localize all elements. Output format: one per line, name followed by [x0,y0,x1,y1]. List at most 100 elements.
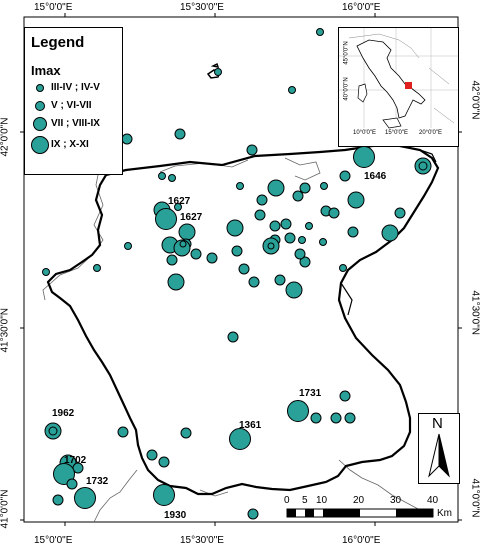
earthquake-symbol [330,412,342,424]
coord-right-2: 41°30'0"N [469,290,481,336]
large-circle-icon [33,117,47,131]
earthquake-symbol [310,412,322,424]
inset-lon-3: 20°0'0"E [419,130,443,136]
earthquake-symbol [248,276,260,288]
tick-marks [20,13,462,526]
legend-item-label: IX ; X-XI [51,139,89,150]
earthquake-symbol [339,390,351,402]
coast-detail [340,282,353,316]
inset-lon-2: 15°0'0"E [385,130,409,136]
small-circle-icon [36,84,44,92]
earthquake-symbol [167,273,185,291]
sardinia-outline [357,83,368,103]
earthquake-symbol [238,263,250,275]
earthquake-symbol [180,427,192,439]
earthquake-symbol [316,28,324,36]
earthquake-symbol [288,86,296,94]
event-label: 1627 [168,196,191,207]
earthquake-symbol [280,218,292,230]
scale-tick-20: 20 [353,495,365,506]
coast-detail-2 [419,149,437,163]
legend-item-label: VII ; VIII-IX [51,118,100,129]
earthquake-symbol [117,426,129,438]
earthquake-symbol [146,449,158,461]
earthquake-symbol [206,252,218,264]
map-frame [23,16,459,523]
north-arrow-icon [428,433,450,478]
italy-outline [356,39,426,119]
earthquake-symbol [305,222,313,230]
scale-bar [286,508,434,518]
earthquake-symbol [166,254,178,266]
inset-lat-2: 40°0'0"N [343,77,350,101]
earthquake-symbol [158,172,166,180]
coord-bottom-1: 15°0'0"E [34,535,73,546]
earthquake-symbol [285,281,303,299]
earthquake-symbol [347,226,359,238]
event-label: 1732 [86,476,109,487]
earthquake-symbol [353,146,375,168]
north-arrow-box: N [418,413,460,484]
earthquake-symbol [153,484,175,506]
earthquake-symbol [174,128,186,140]
earthquake-symbol [158,456,170,468]
earthquake-symbol [292,190,304,202]
legend-box: Legend Imax III-IV ; IV-V V ; VI-VII VII… [24,27,123,175]
earthquake-symbol [319,238,327,246]
earthquake-symbol [227,331,239,343]
earthquake-symbol [299,256,311,268]
earthquake-symbol [254,209,266,221]
earthquake-symbol [274,274,286,286]
inset-drawing [339,28,458,129]
inset-lat-1: 45°0'0"N [343,41,350,65]
earthquake-symbol-ring [418,161,428,171]
earthquake-symbol [93,264,101,272]
legend-item-label: V ; VI-VII [51,100,92,111]
earthquake-symbol [256,194,268,206]
earthquake-symbol [229,428,251,450]
scale-tick-30: 30 [390,495,402,506]
earthquake-symbol [44,422,62,440]
event-label: 1627 [180,212,203,223]
earthquake-symbol [174,203,182,211]
region-border [46,143,440,496]
inset-lon-1: 10°0'0"E [353,130,377,136]
earthquake-symbol [267,179,285,197]
coord-bottom-2: 15°30'0"E [180,535,224,546]
coord-top-3: 16°0'0"E [342,2,381,13]
sicily-outline [382,117,402,129]
legend-title: Legend [31,34,85,51]
earthquake-symbols [42,28,432,520]
earthquake-symbol-ring [48,426,58,436]
earthquake-symbol-ring [267,242,275,250]
inset-map: 45°0'0"N 40°0'0"N 10°0'0"E 15°0'0"E 20°0… [338,27,459,147]
scale-unit: Km [437,508,452,519]
earthquake-symbol [414,157,432,175]
scale-tick-40: 40 [427,495,439,506]
coord-bottom-3: 16°0'0"E [342,535,381,546]
coord-left-1: 42°0'0"N [0,117,11,157]
earthquake-symbol [42,268,50,276]
earthquake-symbol [190,248,202,260]
earthquake-symbol [320,182,328,190]
event-label: 1930 [164,510,187,521]
earthquake-symbol [121,133,133,145]
earthquake-symbol [124,242,132,250]
legend-item-label: III-IV ; IV-V [51,82,100,93]
earthquake-symbol [269,220,281,232]
earthquake-symbol [339,264,347,272]
event-label: 1646 [364,171,387,182]
scale-tick-0: 0 [284,495,290,506]
earthquake-symbol [52,494,64,506]
earthquake-symbol [339,170,351,182]
earthquake-symbol [347,191,365,209]
earthquake-symbol [394,207,406,219]
coord-right-3: 41°0'0"N [469,478,481,518]
earthquake-symbol [381,224,399,242]
earthquake-symbol [168,174,176,182]
earthquake-symbol [262,237,280,255]
earthquake-symbol [231,245,243,257]
study-area-marker [405,82,412,89]
north-label: N [432,415,443,432]
